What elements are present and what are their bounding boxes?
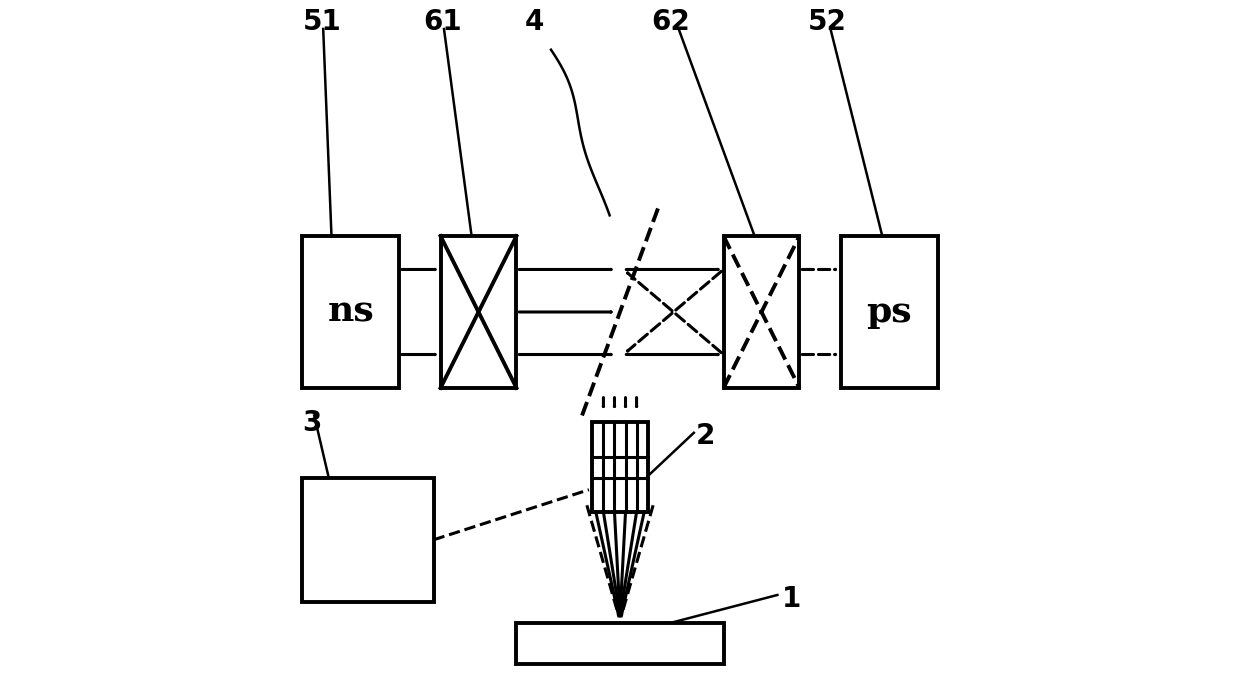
Text: 3: 3 [303, 409, 322, 437]
Text: ns: ns [327, 295, 374, 329]
Bar [593, 423, 647, 512]
Bar [440, 236, 517, 388]
Bar [841, 236, 937, 388]
Text: 4: 4 [525, 8, 544, 36]
Text: 52: 52 [807, 8, 847, 36]
Text: 51: 51 [303, 8, 341, 36]
Text: 61: 61 [423, 8, 463, 36]
Bar [723, 236, 800, 388]
Text: 62: 62 [651, 8, 689, 36]
Bar [303, 236, 399, 388]
Bar [517, 622, 723, 664]
Text: 2: 2 [696, 423, 715, 450]
Text: ps: ps [867, 295, 911, 329]
Text: 1: 1 [782, 585, 801, 613]
Bar [303, 477, 434, 602]
